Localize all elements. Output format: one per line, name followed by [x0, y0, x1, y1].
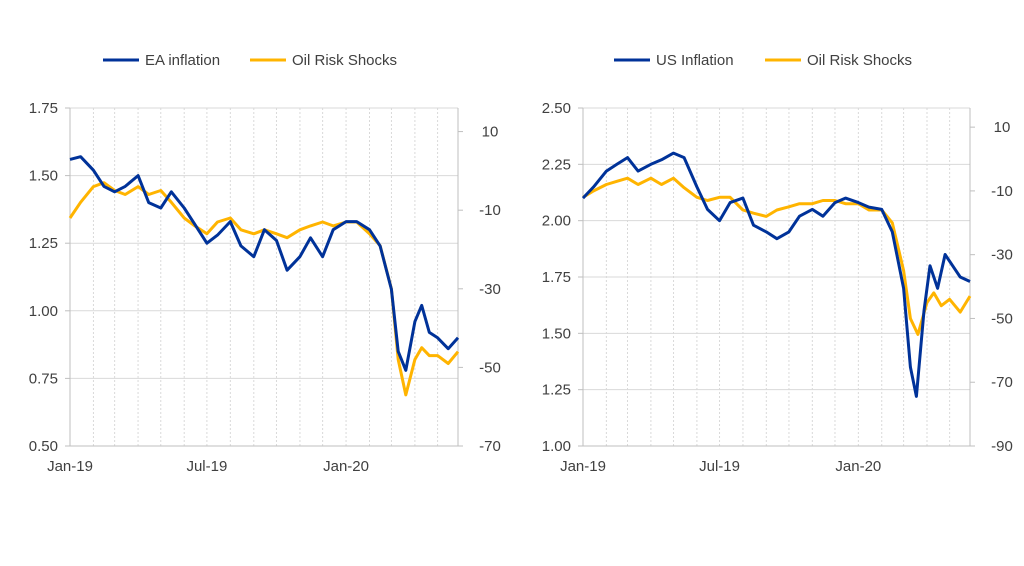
y-left-tick-label: 1.25 [542, 382, 571, 399]
y-right-tick-label: -10 [991, 183, 1013, 200]
y-right-tick-label: 10 [994, 119, 1011, 136]
chart-ea-inflation: 0.50 0.75 1.00 1.25 1.50 1.75 -70 -50 -30 -10 10 Ja… [29, 52, 501, 475]
legend-label: EA inflation [145, 52, 220, 69]
y-right-tick-label: -50 [479, 359, 501, 376]
y-left-tick-label: 1.00 [29, 303, 58, 320]
legend-label: Oil Risk Shocks [807, 52, 912, 69]
x-tick-label: Jan-20 [323, 458, 369, 475]
y-right-tick-label: -70 [991, 374, 1013, 391]
series-line-oil-risk-shocks [582, 176, 972, 336]
x-tick-label: Jan-19 [560, 458, 606, 475]
y-left-tick-label: 0.75 [29, 370, 58, 387]
y-right-tick-label: -90 [991, 438, 1013, 455]
x-tick-label: Jan-19 [47, 458, 93, 475]
y-left-tick-label: 1.75 [542, 269, 571, 286]
y-left-tick-label: 1.75 [29, 100, 58, 117]
y-right-tick-label: -70 [479, 438, 501, 455]
y-left-tick-label: 1.25 [29, 235, 58, 252]
y-right-tick-label: -10 [479, 202, 501, 219]
x-tick-label: Jul-19 [699, 458, 740, 475]
series-line-inflation [581, 151, 971, 398]
y-left-tick-label: 0.50 [29, 438, 58, 455]
y-right-tick-label: -50 [991, 310, 1013, 327]
y-left-tick-label: 2.00 [542, 213, 571, 230]
y-left-tick-label: 2.50 [542, 100, 571, 117]
y-right-tick-label: 10 [482, 124, 499, 141]
x-tick-label: Jul-19 [186, 458, 227, 475]
chart-us-inflation: 1.00 1.25 1.50 1.75 2.00 2.25 2.50 -90 -70 -50 -30… [542, 52, 1013, 475]
y-right-tick-label: -30 [479, 281, 501, 298]
x-tick-label: Jan-20 [835, 458, 881, 475]
y-left-tick-label: 1.50 [29, 168, 58, 185]
y-right-tick-label: -30 [991, 247, 1013, 264]
series-line-oil-risk-shocks [68, 181, 460, 397]
legend-label: US Inflation [656, 52, 734, 69]
legend-label: Oil Risk Shocks [292, 52, 397, 69]
series-line-inflation [69, 155, 460, 372]
y-left-tick-label: 2.25 [542, 156, 571, 173]
y-left-tick-label: 1.50 [542, 325, 571, 342]
y-left-tick-label: 1.00 [542, 438, 571, 455]
